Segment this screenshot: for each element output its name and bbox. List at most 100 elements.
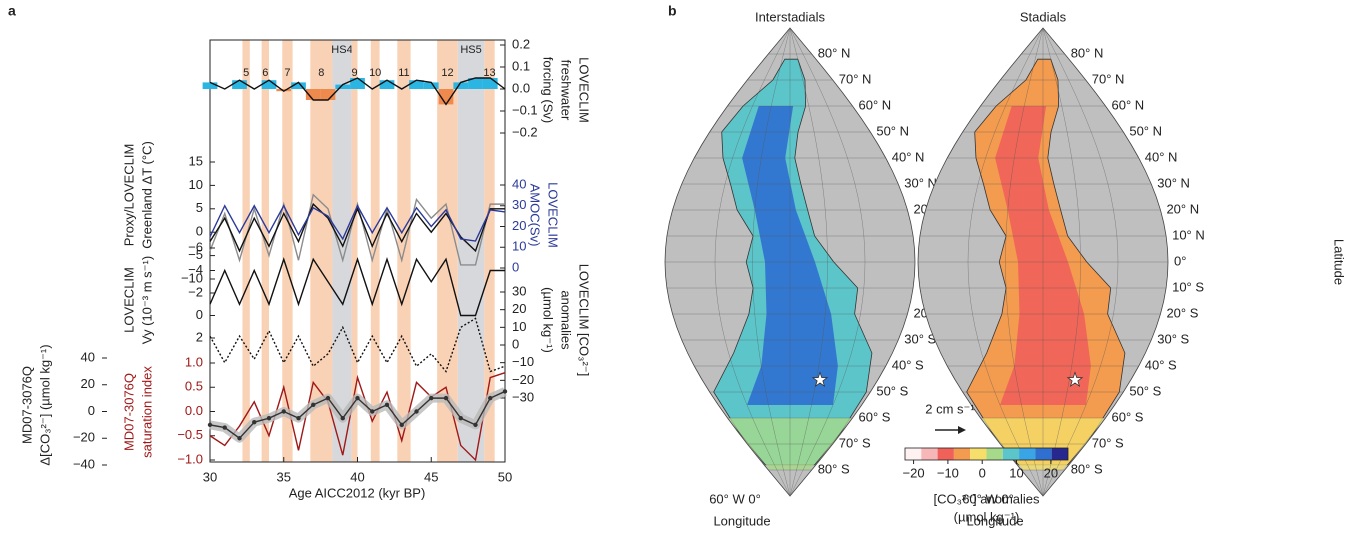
latitude-label: 80° S <box>1071 461 1103 476</box>
latitude-label: 20° N <box>1166 201 1199 216</box>
y-axis-title: Latitude <box>1332 239 1347 285</box>
data-point <box>502 389 508 394</box>
event-band <box>242 40 250 462</box>
y-tick-label: 15 <box>189 153 203 168</box>
band-label: 13 <box>483 67 495 79</box>
latitude-label: 60° S <box>1112 409 1144 424</box>
graticule <box>1042 27 1081 497</box>
data-point <box>488 395 493 401</box>
data-point <box>207 422 213 428</box>
colorbar-tick-label: −20 <box>903 465 925 480</box>
colorbar-segment <box>1051 448 1068 460</box>
y-axis-title: MD07-3076Q <box>121 373 136 451</box>
data-point <box>414 409 419 414</box>
y-tick-label: −0.1 <box>512 102 538 117</box>
colorbar-frame <box>904 447 1069 461</box>
latitude-label: 10° S <box>1172 279 1204 294</box>
series-line <box>209 77 506 106</box>
latitude-label: 80° N <box>818 45 851 60</box>
event-band <box>457 40 485 462</box>
latitude-label: 60° N <box>859 97 892 112</box>
colorbar-tick-label: 0 <box>979 465 986 480</box>
latitude-label: 70° S <box>1092 435 1124 450</box>
series-line <box>209 257 505 317</box>
y-axis-title: MD07-3076Q <box>19 366 34 444</box>
data-point <box>458 415 463 421</box>
y-axis-title: LOVECLIM [CO₃²⁻] <box>577 264 592 377</box>
forcing-fill <box>335 84 351 89</box>
latitude-label: 10° N <box>1172 227 1205 242</box>
data-point <box>222 425 227 430</box>
y-tick-label: −20 <box>512 372 534 387</box>
latitude-label: 40° S <box>1145 357 1177 372</box>
latitude-label: 50° N <box>876 123 909 138</box>
y-tick-label: 20 <box>512 301 526 316</box>
forcing-fill <box>468 78 483 89</box>
data-point <box>399 422 404 428</box>
colorbar-segment <box>953 448 971 460</box>
latitude-label: 40° N <box>1145 149 1178 164</box>
y-tick-label: −30 <box>512 389 534 404</box>
y-tick-label: 0.0 <box>185 403 203 418</box>
data-point <box>325 395 331 401</box>
event-band <box>484 40 495 462</box>
data-point <box>429 395 434 401</box>
y-tick-label: −10 <box>512 354 534 369</box>
colorbar-segment <box>1019 448 1036 460</box>
y-axis-title: Greenland ΔT (°C) <box>139 141 154 249</box>
y-axis-title: AMOC(Sv) <box>528 184 543 247</box>
band-label: 6 <box>262 67 268 79</box>
data-point <box>237 436 242 441</box>
latitude-label: 80° N <box>1071 45 1104 60</box>
colorbar-title: (µmol kg⁻¹) <box>954 509 1020 524</box>
data-point <box>340 415 345 421</box>
data-point <box>384 402 390 408</box>
series-line <box>209 193 505 266</box>
y-axis-title: saturation index <box>139 366 154 458</box>
series-line <box>209 204 506 242</box>
forcing-fill <box>202 82 218 89</box>
forcing-fill <box>379 80 395 89</box>
forcing-fill <box>305 89 321 100</box>
forcing-fill <box>482 78 498 89</box>
series-line <box>209 372 506 462</box>
y-tick-label: −0.5 <box>177 427 203 442</box>
event-band <box>282 40 293 462</box>
data-point <box>443 395 449 401</box>
y-tick-label: 0 <box>196 224 203 239</box>
y-tick-label: 0 <box>512 336 519 351</box>
colorbar-segment <box>970 448 987 460</box>
y-tick-label: 40 <box>512 176 526 191</box>
forcing-fill <box>291 82 306 89</box>
map-title: Interstadials <box>755 9 826 24</box>
x-tick-label: 30 <box>203 469 217 484</box>
event-band <box>332 40 352 462</box>
map-title: Stadials <box>1020 9 1067 24</box>
latitude-label: 30° N <box>904 175 937 190</box>
forcing-fill <box>423 82 439 89</box>
forcing-fill <box>320 89 336 100</box>
forcing-fill <box>276 89 292 92</box>
core-site-star <box>1066 371 1084 388</box>
y-tick-label: 0.1 <box>512 58 530 73</box>
colorbar-tick-label: 10 <box>1009 465 1023 480</box>
data-point <box>266 415 272 421</box>
y-tick-label: 10 <box>512 319 526 334</box>
graticule <box>1042 27 1119 497</box>
latitude-label: 70° N <box>1092 71 1125 86</box>
latitude-label: 40° N <box>892 149 925 164</box>
y-axis-title: LOVECLIM <box>577 57 592 123</box>
y-tick-label: 0.0 <box>512 80 530 95</box>
band-label: HS5 <box>460 44 481 56</box>
colorbar-segment <box>1035 448 1052 460</box>
data-point <box>473 422 478 428</box>
latitude-label: 30° N <box>1157 175 1190 190</box>
y-axis-title: Δ[CO₃²⁻] (µmol kg⁻¹) <box>37 344 52 465</box>
colorbar-segment <box>905 448 922 460</box>
x-tick-label: 40 <box>350 469 364 484</box>
graticule <box>752 27 791 497</box>
latitude-label: 30° S <box>1157 331 1189 346</box>
latitude-label: 70° S <box>839 435 871 450</box>
y-tick-label: −4 <box>188 262 203 277</box>
colorbar-segment <box>986 448 1003 460</box>
